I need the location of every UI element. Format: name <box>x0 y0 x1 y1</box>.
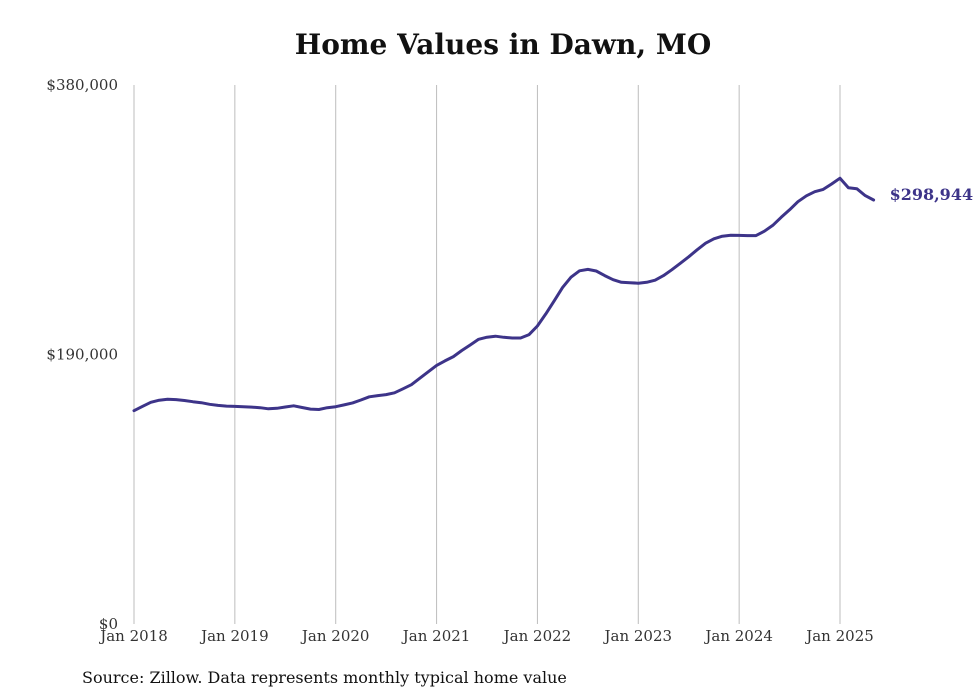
chart-title: Home Values in Dawn, MO <box>294 28 712 61</box>
source-note: Source: Zillow. Data represents monthly … <box>82 668 567 687</box>
x-tick-label: Jan 2020 <box>300 627 370 645</box>
x-tick-label: Jan 2021 <box>401 627 471 645</box>
y-tick-label: $0 <box>99 615 118 633</box>
y-tick-label: $190,000 <box>46 346 118 364</box>
x-tick-label: Jan 2024 <box>703 627 773 645</box>
x-axis-ticks: Jan 2018 Jan 2019 Jan 2020 Jan 2021 Jan 2022… <box>98 627 874 645</box>
series-line <box>132 176 876 413</box>
x-tick-label: Jan 2023 <box>603 627 673 645</box>
x-tick-label: Jan 2022 <box>502 627 572 645</box>
annotation-layer: $298,944 <box>890 185 974 204</box>
x-tick-label: Jan 2025 <box>804 627 874 645</box>
end-value-label: $298,944 <box>890 185 974 204</box>
y-tick-label: $380,000 <box>46 76 118 94</box>
series-layer <box>132 176 876 413</box>
y-axis-ticks: $0 $190,000 $380,000 <box>46 76 118 633</box>
x-tick-label: Jan 2018 <box>98 627 168 645</box>
grid-lines <box>133 85 841 624</box>
x-tick-label: Jan 2019 <box>199 627 269 645</box>
